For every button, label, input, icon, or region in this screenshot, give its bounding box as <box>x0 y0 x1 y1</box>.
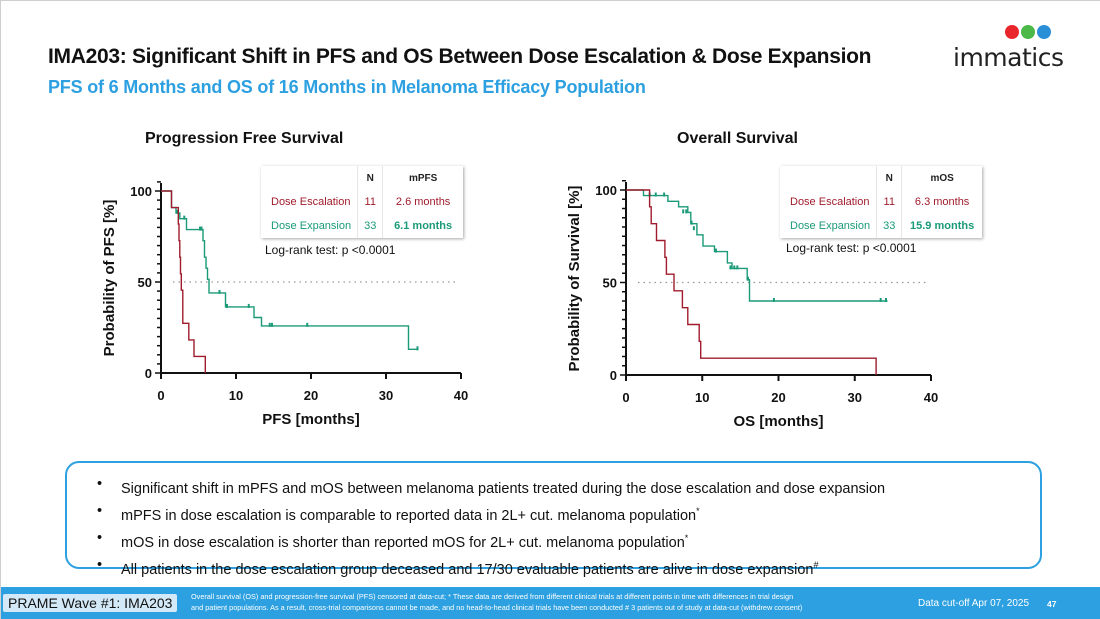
pfs-chart-title: Progression Free Survival <box>145 130 344 147</box>
slide-title: IMA203: Significant Shift in PFS and OS … <box>48 45 872 68</box>
pfs-chart: 0 50 100 0 10 20 30 40 PFS [months] Probability o… <box>101 181 468 428</box>
bullet-text: mOS in dose escalation is shorter than r… <box>121 535 685 552</box>
bullet-text: mPFS in dose escalation is comparable to… <box>121 507 697 524</box>
os-y-tick-label: 50 <box>603 276 617 291</box>
os-y-tick-label: 100 <box>595 183 617 198</box>
os-x-tick-label: 30 <box>848 390 862 405</box>
bullet-item: mPFS in dose escalation is comparable to… <box>97 500 1040 527</box>
program-tag: PRAME Wave #1: IMA203 <box>3 594 178 612</box>
pfs-y-axis-label: Probability of PFS [%] <box>101 200 118 357</box>
logo-dot-blue-icon <box>1037 25 1051 39</box>
os-legend-escalation-median: 6.3 months <box>901 190 982 214</box>
bullet-item: Significant shift in mPFS and mOS betwee… <box>97 473 1040 500</box>
os-series-escalation-line <box>626 189 877 375</box>
logo-dot-green-icon <box>1021 25 1035 39</box>
bullet-footnote-mark: * <box>684 533 689 544</box>
pfs-x-tick-label: 40 <box>454 388 468 403</box>
pfs-logrank-text: Log-rank test: p <0.0001 <box>265 243 396 257</box>
os-x-axis-label: OS [months] <box>734 413 824 430</box>
footnote-line-1: Overall survival (OS) and progression-fr… <box>191 592 794 601</box>
os-x-tick-label: 0 <box>622 390 629 405</box>
os-legend-expansion-median: 15.9 months <box>901 214 982 238</box>
pfs-y-tick-label: 50 <box>138 275 152 290</box>
key-findings-box: Significant shift in mPFS and mOS betwee… <box>65 461 1042 578</box>
logo-dot-red-icon <box>1005 25 1019 39</box>
os-x-tick-label: 10 <box>695 390 709 405</box>
pfs-legend-expansion-n: 33 <box>357 214 383 238</box>
os-series-expansion-line <box>626 189 888 302</box>
os-legend-table: N mOS Dose Escalation 11 6.3 months Dose… <box>780 166 982 238</box>
bullet-text: All patients in the dose escalation grou… <box>121 562 814 579</box>
os-legend-escalation-label: Dose Escalation <box>790 196 870 208</box>
pfs-series-escalation-line <box>161 190 207 373</box>
os-x-tick-label: 20 <box>771 390 785 405</box>
pfs-legend-escalation-label: Dose Escalation <box>271 196 351 208</box>
pfs-x-axis-label: PFS [months] <box>262 411 360 428</box>
os-x-tick-label: 40 <box>924 390 938 405</box>
pfs-legend-header-n: N <box>357 166 383 190</box>
page-number: 47 <box>1047 599 1057 609</box>
pfs-x-tick-label: 0 <box>157 388 164 403</box>
pfs-x-tick-label: 30 <box>379 388 393 403</box>
os-legend-header-blank <box>780 166 877 190</box>
os-legend-escalation-n: 11 <box>876 190 902 214</box>
os-y-axis-label: Probability of Survival [%] <box>566 186 583 372</box>
logo-wordmark: immatics <box>953 43 1064 72</box>
bullet-item: All patients in the dose escalation grou… <box>97 554 1040 581</box>
pfs-legend-escalation-median: 2.6 months <box>382 190 463 214</box>
os-legend-header-n: N <box>876 166 902 190</box>
os-legend-expansion-label: Dose Expansion <box>790 220 871 232</box>
pfs-y-tick-label: 100 <box>130 184 152 199</box>
pfs-x-tick-label: 10 <box>229 388 243 403</box>
footnote-line-2: and patient populations. As a result, cr… <box>191 602 803 612</box>
os-chart: 0 50 100 0 10 20 30 40 OS [months] Probability of… <box>566 180 938 430</box>
bullet-text: Significant shift in mPFS and mOS betwee… <box>121 480 886 497</box>
data-cutoff-date: Data cut-off Apr 07, 2025 <box>918 598 1030 609</box>
pfs-legend-expansion-label: Dose Expansion <box>271 220 352 232</box>
os-y-tick-label: 0 <box>610 368 617 383</box>
bullet-footnote-mark: * <box>696 506 700 517</box>
pfs-legend-escalation-n: 11 <box>357 190 383 214</box>
slide-footer: PRAME Wave #1: IMA203 Overall survival (… <box>1 587 1100 619</box>
os-legend-header-median: mOS <box>901 166 982 190</box>
bullet-item: mOS in dose escalation is shorter than r… <box>97 527 1040 554</box>
os-logrank-text: Log-rank test: p <0.0001 <box>786 241 917 255</box>
pfs-legend-table: N mPFS Dose Escalation 11 2.6 months Dos… <box>261 166 463 238</box>
footnote-text: Overall survival (OS) and progression-fr… <box>191 592 911 613</box>
pfs-y-tick-label: 0 <box>145 366 152 381</box>
os-chart-title: Overall Survival <box>677 130 798 147</box>
pfs-legend-header-blank <box>261 166 358 190</box>
os-legend-expansion-n: 33 <box>876 214 902 238</box>
bullet-footnote-mark: # <box>813 560 819 571</box>
pfs-legend-expansion-median: 6.1 months <box>382 214 463 238</box>
slide-subtitle: PFS of 6 Months and OS of 16 Months in M… <box>48 77 646 97</box>
pfs-legend-header-median: mPFS <box>382 166 463 190</box>
pfs-x-tick-label: 20 <box>304 388 318 403</box>
immatics-logo: immatics <box>949 21 1064 72</box>
